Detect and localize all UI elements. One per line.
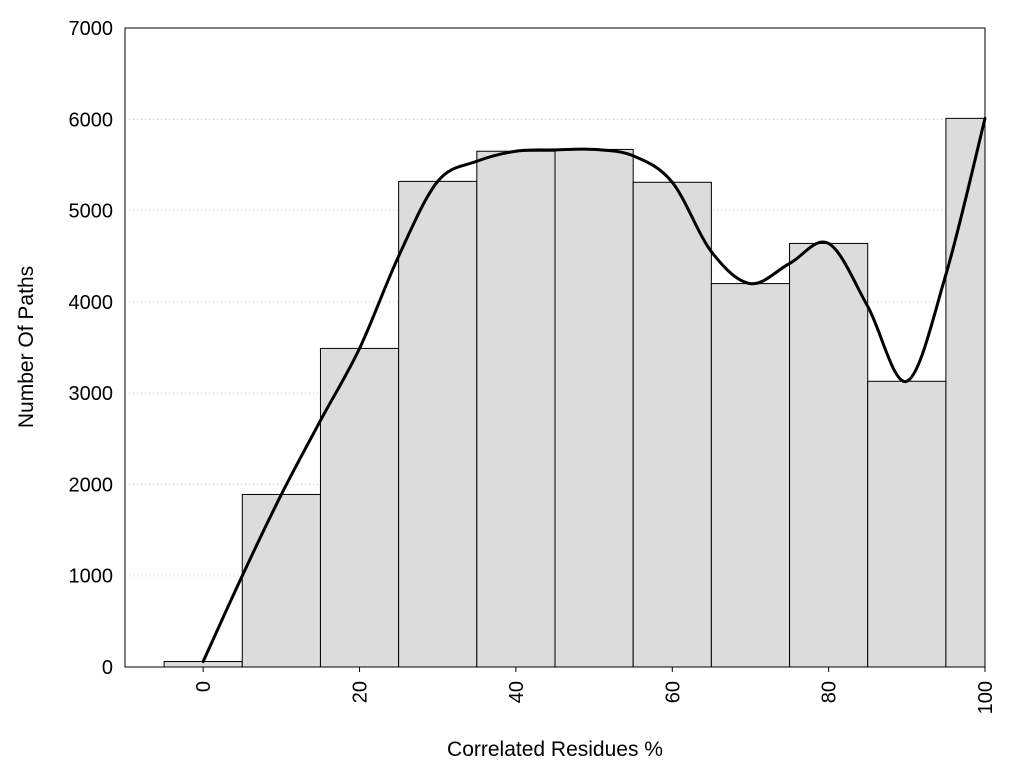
x-tick-label: 40	[506, 681, 528, 703]
x-tick-label: 0	[193, 681, 215, 692]
y-tick-label: 1000	[69, 566, 114, 588]
y-tick-label: 4000	[69, 292, 114, 314]
y-tick-label: 2000	[69, 474, 114, 496]
histogram-bar	[241, 493, 321, 668]
histogram-bar	[632, 181, 712, 668]
x-axis-label: Correlated Residues %	[447, 738, 663, 761]
x-axis-ticks: 0 20 40 60 80 100	[193, 667, 997, 714]
x-tick-label: 100	[975, 681, 997, 714]
y-tick-label: 0	[102, 657, 113, 679]
y-axis-ticks: 0 1000 2000 3000 4000 5000 6000 7000	[69, 18, 114, 679]
histogram-bar	[398, 180, 478, 668]
x-tick-label: 20	[350, 681, 372, 703]
y-tick-label: 6000	[69, 109, 114, 131]
plot-frame	[124, 27, 986, 668]
trend-curve	[201, 116, 987, 664]
x-tick-label: 60	[662, 681, 684, 703]
y-tick-label: 7000	[69, 18, 114, 40]
histogram-bar	[554, 148, 634, 668]
trend-line	[201, 116, 987, 664]
histogram-bar	[789, 242, 869, 668]
histogram-bar	[476, 150, 556, 668]
bars	[163, 117, 986, 668]
y-axis-label: Number Of Paths	[15, 266, 38, 428]
x-tick-label: 80	[819, 681, 841, 703]
histogram-bar	[710, 283, 791, 668]
histogram-bar	[945, 117, 986, 668]
y-tick-label: 3000	[69, 383, 114, 405]
histogram-bar	[867, 380, 947, 668]
histogram-bar	[319, 347, 400, 668]
y-tick-label: 5000	[69, 201, 114, 223]
